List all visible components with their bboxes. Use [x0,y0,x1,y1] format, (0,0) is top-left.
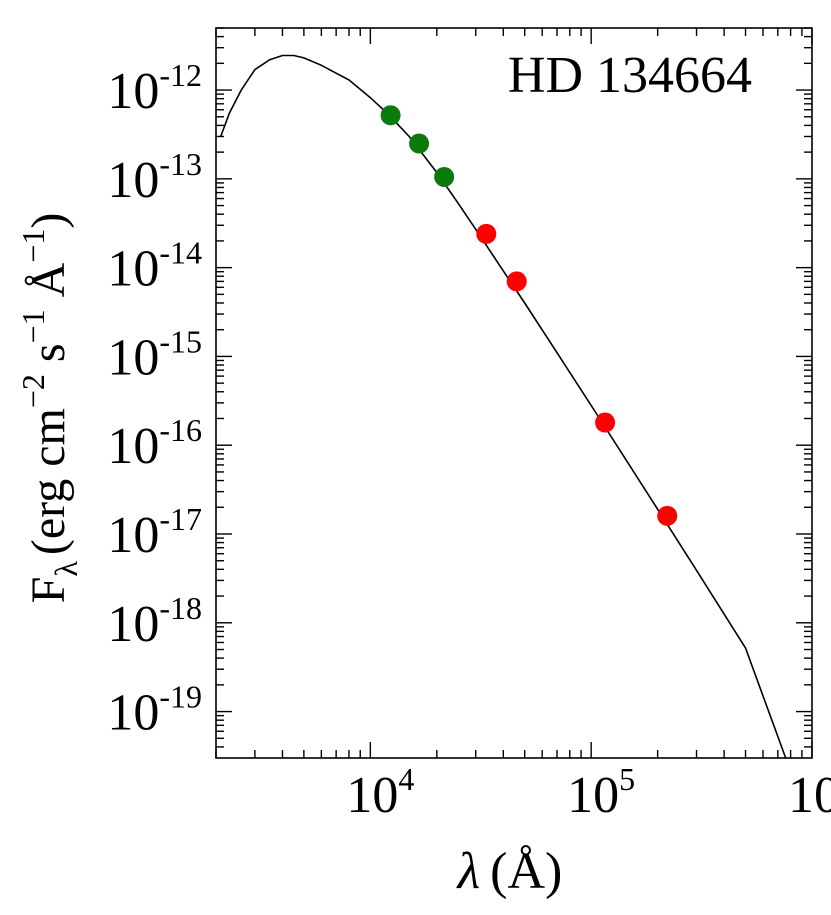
axes [215,27,813,759]
x-axis-label: λ (Å) [456,843,563,900]
photometry-point [434,166,455,187]
x-axis-symbol: λ [456,843,481,900]
x-tick-label: 104 [346,761,414,824]
y-axis-exp-angstrom: −1 [15,229,51,263]
y-axis-exp-cm: −2 [15,374,51,408]
x-tick-label: 105 [567,761,635,824]
photometry-point [476,223,497,244]
x-tick-labels: 104 105 106 [346,761,831,824]
y-tick-label: 10-19 [107,679,202,742]
photometry-point [595,412,616,433]
photometry-points-layer [380,105,678,526]
x-tick-label: 106 [788,761,831,824]
y-tick-label: 10-18 [107,590,202,653]
y-axis-label: Fλ(erg cm−2 s−1 Å−1) [15,213,84,604]
y-axis-subscript: λ [48,561,84,577]
photometry-point [380,105,401,126]
y-axis-label-group: Fλ(erg cm−2 s−1 Å−1) [15,213,84,604]
y-axis-units-open: (erg cm [22,408,75,555]
y-tick-label: 10-15 [107,323,202,386]
photometry-point [409,133,430,154]
y-axis-units-close: ) [22,213,75,229]
model-spectrum-layer [219,54,787,759]
photometry-point [506,271,527,292]
photometry-point [657,505,678,526]
chart-title: HD 134664 [508,47,752,104]
y-axis-units-s: s [22,343,75,374]
y-tick-label: 10-12 [107,57,202,120]
model-spectrum-line [219,54,787,759]
y-axis-units-angstrom: Å [22,262,75,309]
x-axis-unit: (Å) [490,843,562,900]
y-axis-symbol: F [22,577,75,604]
y-tick-labels: 10-12 10-13 10-14 10-15 10-16 10-17 10-18 10-19 [107,57,202,742]
y-tick-label: 10-17 [107,501,202,564]
y-axis-exp-s: −1 [15,309,51,343]
plot-frame [215,27,813,759]
y-tick-label: 10-13 [107,146,202,209]
y-tick-label: 10-14 [107,235,202,298]
y-tick-label: 10-16 [107,412,202,475]
